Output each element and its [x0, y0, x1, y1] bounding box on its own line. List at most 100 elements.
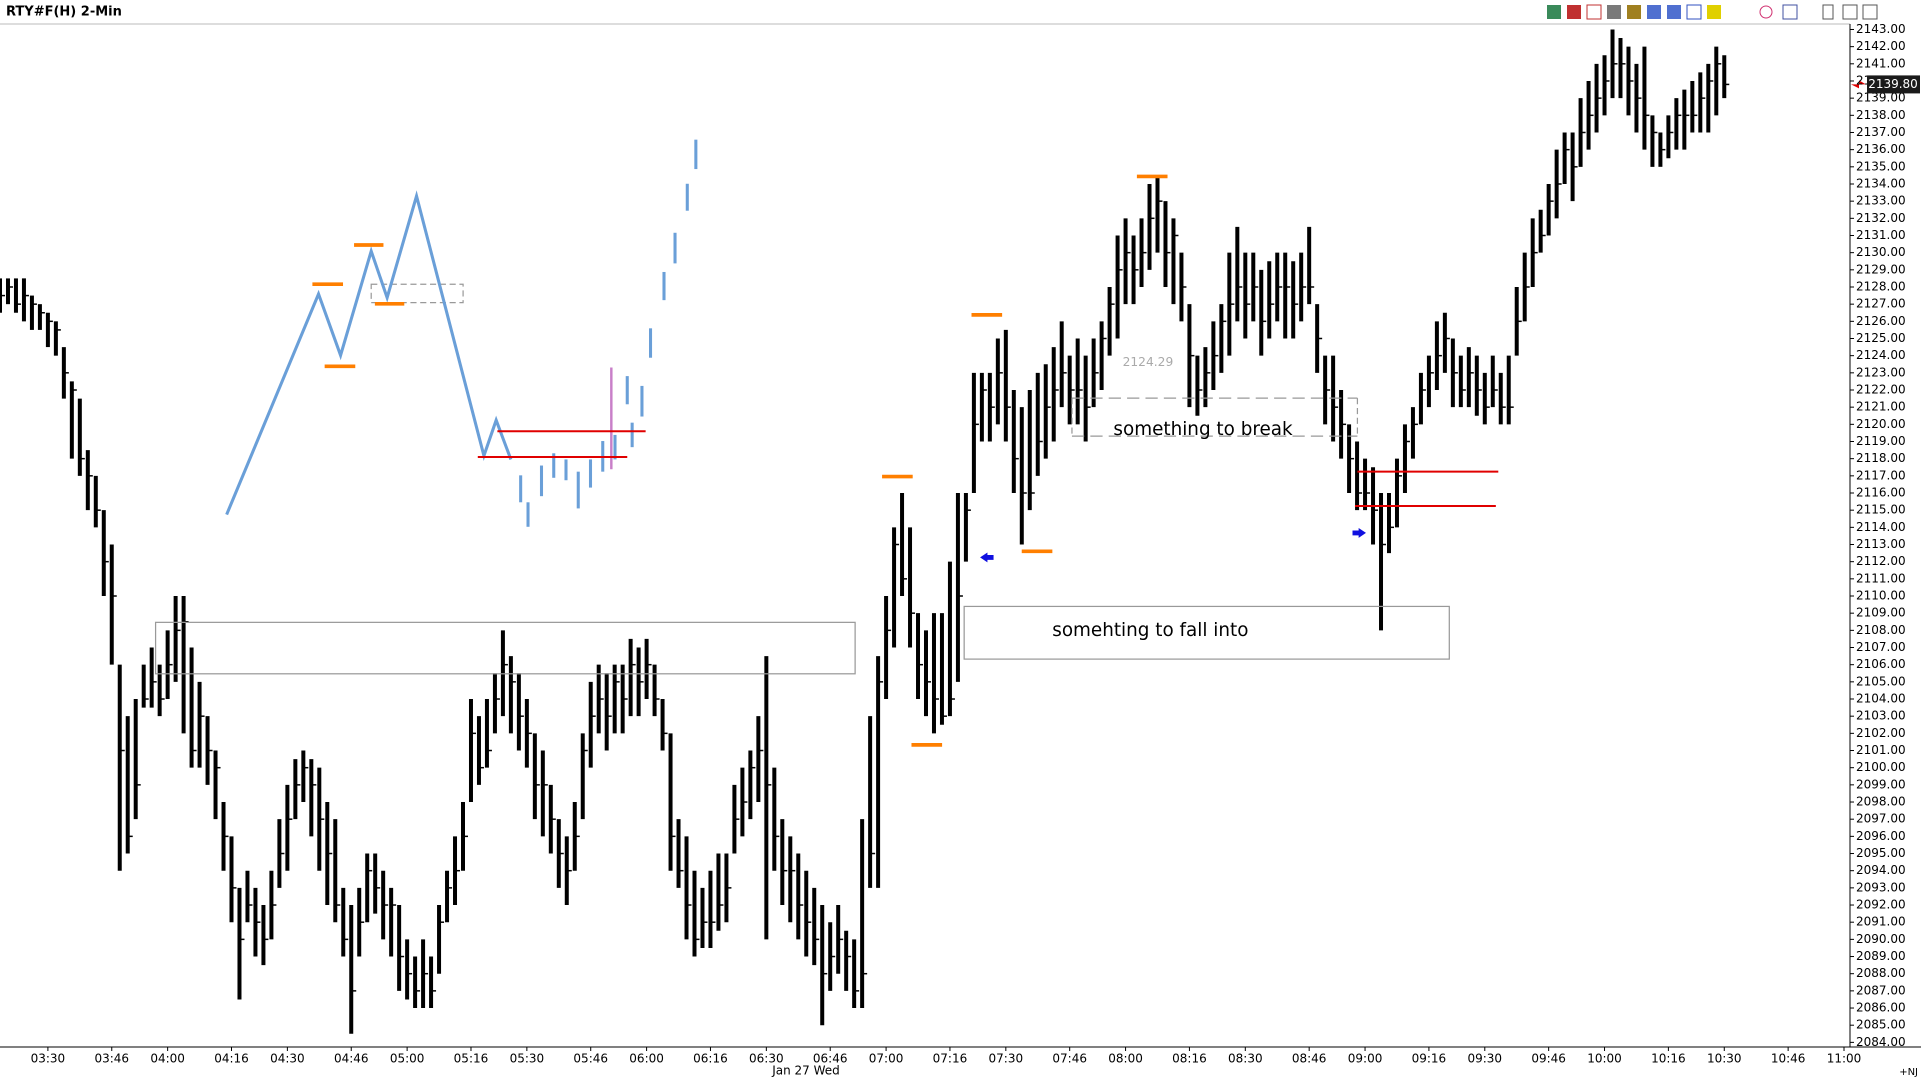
x-tick-label: 09:00 [1348, 1052, 1383, 1066]
y-tick-label: 2111.00 [1856, 571, 1906, 585]
y-tick-label: 2104.00 [1856, 692, 1906, 706]
tool-icon[interactable] [1607, 5, 1621, 19]
tool-icon[interactable] [1842, 4, 1858, 20]
projection-path [225, 190, 513, 516]
tool-icon[interactable] [1782, 4, 1798, 20]
zone-box [963, 605, 1450, 660]
y-tick-label: 2105.00 [1856, 674, 1906, 688]
y-tick-label: 2103.00 [1856, 709, 1906, 723]
y-tick-label: 2100.00 [1856, 760, 1906, 774]
y-tick-label: 2125.00 [1856, 331, 1906, 345]
y-tick-label: 2090.00 [1856, 932, 1906, 946]
last-price-box [1867, 75, 1920, 94]
y-tick-label: 2089.00 [1856, 949, 1906, 963]
x-tick-label: 07:46 [1052, 1052, 1087, 1066]
tool-icon[interactable] [1667, 5, 1681, 19]
tool-icon[interactable] [1686, 4, 1702, 20]
zone-box [370, 283, 464, 304]
y-tick-label: 2101.00 [1856, 743, 1906, 757]
x-tick-label: 06:00 [629, 1052, 664, 1066]
y-tick-label: 2102.00 [1856, 726, 1906, 740]
last-price-arrow [1851, 80, 1866, 89]
x-tick-label: 08:46 [1292, 1052, 1327, 1066]
x-tick-label: 05:46 [573, 1052, 608, 1066]
x-tick-label: 03:46 [94, 1052, 129, 1066]
y-tick-label: 2124.00 [1856, 348, 1906, 362]
y-tick-label: 2138.00 [1856, 108, 1906, 122]
y-tick-label: 2109.00 [1856, 606, 1906, 620]
y-tick-label: 2114.00 [1856, 520, 1906, 534]
arrow-right [1352, 528, 1366, 538]
x-tick-label: 03:30 [31, 1052, 66, 1066]
y-tick-label: 2139.00 [1856, 91, 1906, 105]
date-label: Jan 27 Wed [771, 1064, 840, 1078]
tool-icon[interactable] [1586, 4, 1602, 20]
y-tick-label: 2087.00 [1856, 983, 1906, 997]
y-tick-label: 2130.00 [1856, 245, 1906, 259]
x-tick-label: 06:16 [693, 1052, 728, 1066]
x-tick-label: 07:00 [869, 1052, 904, 1066]
y-tick-label: 2119.00 [1856, 434, 1906, 448]
annotation: 2124.29 [1123, 355, 1174, 369]
red-levels [477, 430, 1499, 507]
tool-icon[interactable] [1759, 5, 1773, 19]
y-tick-label: 2084.00 [1856, 1035, 1906, 1049]
y-tick-label: 2097.00 [1856, 812, 1906, 826]
y-tick-label: 2129.00 [1856, 262, 1906, 276]
y-tick-label: 2094.00 [1856, 863, 1906, 877]
y-tick-label: 2134.00 [1856, 176, 1906, 190]
x-tick-label: 09:30 [1467, 1052, 1502, 1066]
y-tick-label: 2127.00 [1856, 297, 1906, 311]
drawings: 2124.29 something to break somehting to … [154, 139, 1499, 747]
y-tick-label: 2136.00 [1856, 142, 1906, 156]
y-tick-label: 2093.00 [1856, 880, 1906, 894]
y-tick-label: 2098.00 [1856, 795, 1906, 809]
y-tick-label: 2085.00 [1856, 1018, 1906, 1032]
toolbar [1547, 4, 1878, 20]
y-tick-label: 2120.00 [1856, 417, 1906, 431]
arrow-left [980, 552, 994, 563]
annotation: somehting to fall into [1052, 620, 1248, 641]
x-tick-label: 10:00 [1587, 1052, 1622, 1066]
x-tick-label: 11:00 [1827, 1052, 1862, 1066]
x-tick-label: 08:00 [1108, 1052, 1143, 1066]
x-tick-label: 07:16 [933, 1052, 968, 1066]
y-tick-label: 2133.00 [1856, 194, 1906, 208]
y-tick-label: 2142.00 [1856, 39, 1906, 53]
last-price-label: 2139.80 [1868, 77, 1918, 91]
y-tick-label: 2110.00 [1856, 589, 1906, 603]
bars [0, 29, 1730, 1034]
y-tick-label: 2123.00 [1856, 365, 1906, 379]
x-tick-label: 05:30 [510, 1052, 545, 1066]
y-tick-label: 2091.00 [1856, 915, 1906, 929]
y-tick-label: 2132.00 [1856, 211, 1906, 225]
tool-icon[interactable] [1547, 5, 1561, 19]
y-tick-label: 2108.00 [1856, 623, 1906, 637]
y-tick-label: 2116.00 [1856, 486, 1906, 500]
tool-icon[interactable] [1707, 5, 1721, 19]
x-tick-label: 10:30 [1707, 1052, 1742, 1066]
x-tick-label: 06:46 [813, 1052, 848, 1066]
y-tick-label: 2106.00 [1856, 657, 1906, 671]
x-tick-label: 04:30 [270, 1052, 305, 1066]
level-markers [312, 174, 1168, 747]
x-tick-label: 10:46 [1771, 1052, 1806, 1066]
tool-icon[interactable] [1567, 5, 1581, 19]
y-tick-label: 2118.00 [1856, 451, 1906, 465]
x-tick-label: 04:46 [334, 1052, 369, 1066]
tool-icon[interactable] [1822, 4, 1834, 20]
tool-icon[interactable] [1862, 4, 1878, 20]
tool-icon[interactable] [1627, 5, 1641, 19]
tool-icon[interactable] [1647, 5, 1661, 19]
y-tick-label: 2141.00 [1856, 56, 1906, 70]
y-tick-label: 2115.00 [1856, 503, 1906, 517]
x-tick-label: 04:00 [150, 1052, 185, 1066]
y-tick-label: 2099.00 [1856, 777, 1906, 791]
y-tick-label: 2121.00 [1856, 400, 1906, 414]
y-tick-label: 2122.00 [1856, 382, 1906, 396]
x-tick-label: 06:30 [749, 1052, 784, 1066]
x-tick-label: 08:16 [1172, 1052, 1207, 1066]
y-tick-label: 2131.00 [1856, 228, 1906, 242]
